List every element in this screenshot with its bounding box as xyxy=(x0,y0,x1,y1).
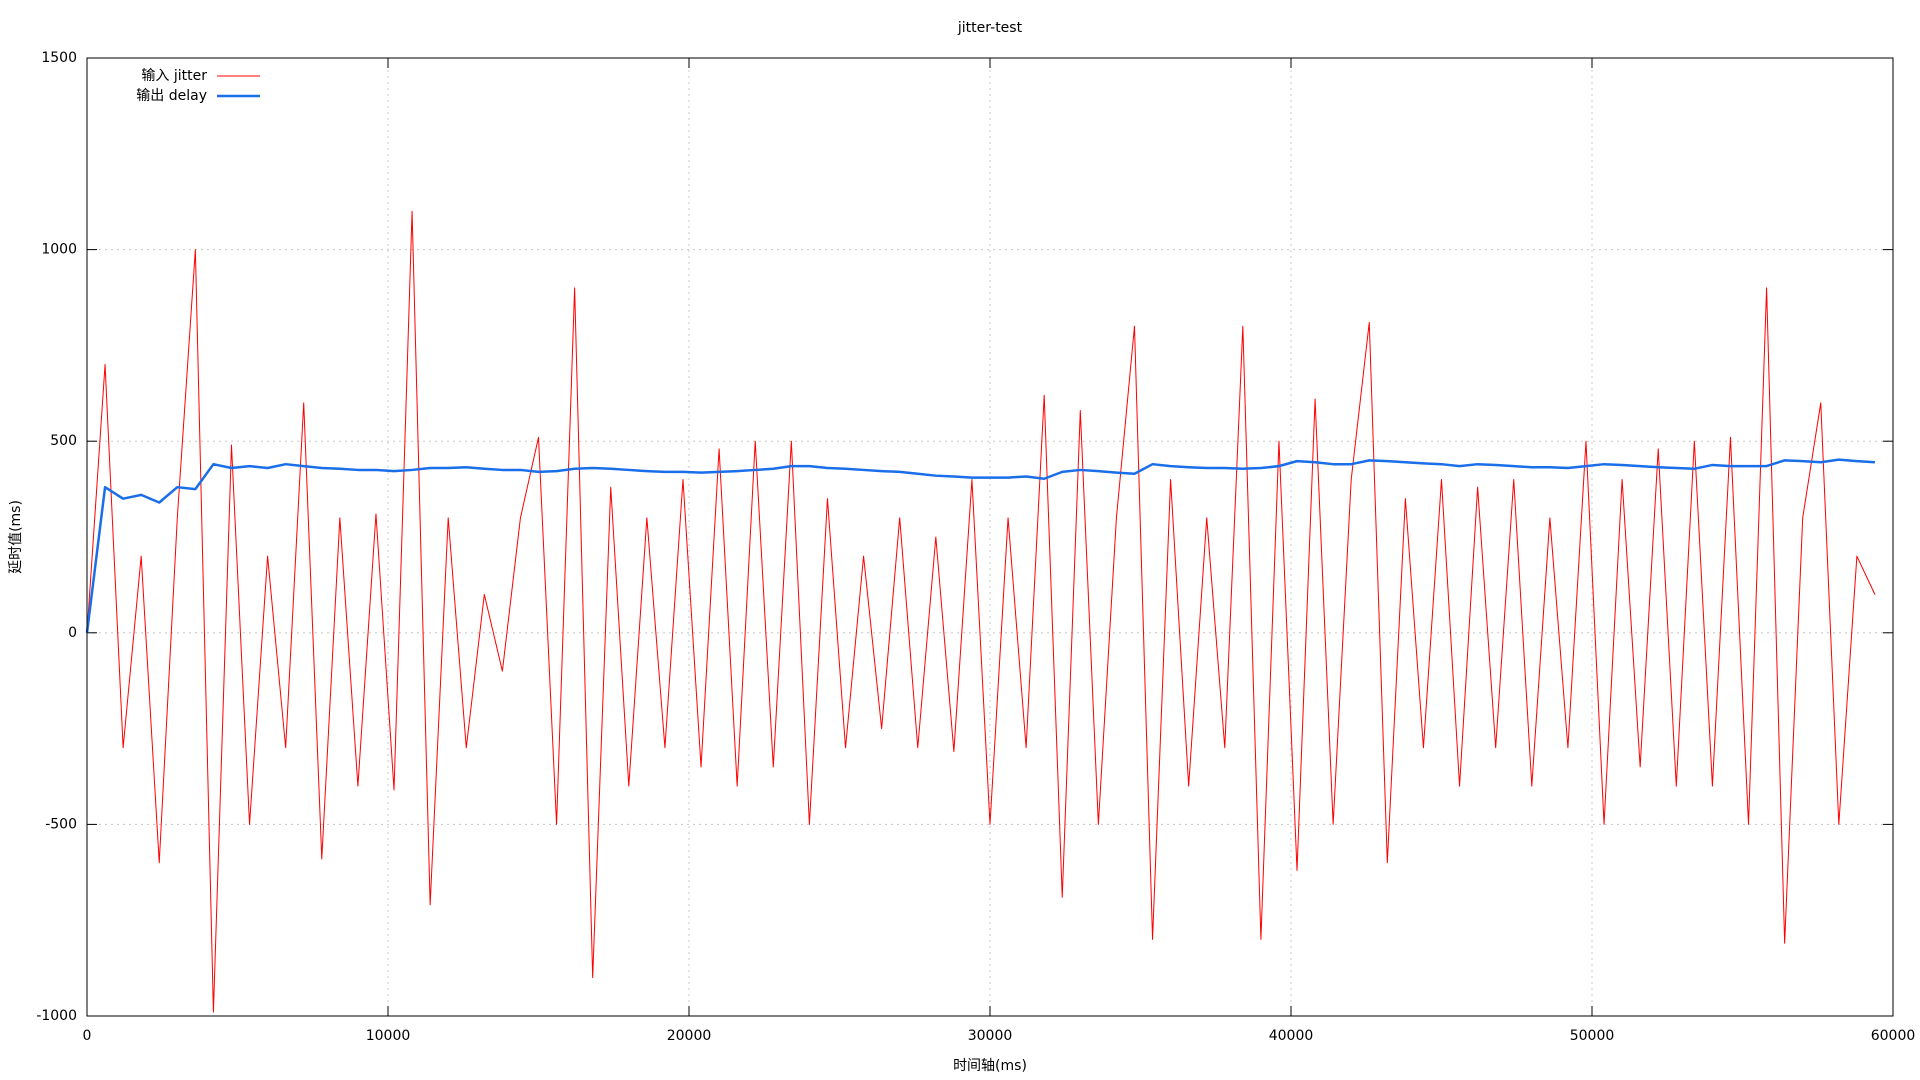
x-axis-label: 时间轴(ms) xyxy=(953,1058,1027,1074)
y-axis-label: 延时值(ms) xyxy=(8,500,24,574)
x-tick-label: 60000 xyxy=(1871,1028,1916,1044)
x-tick-label: 50000 xyxy=(1570,1028,1615,1044)
legend-label: 输出 delay xyxy=(136,88,207,104)
y-tick-label: 0 xyxy=(68,625,77,641)
x-tick-label: 20000 xyxy=(667,1028,712,1044)
legend-label: 输入 jitter xyxy=(141,68,207,84)
y-tick-label: -1000 xyxy=(36,1008,77,1024)
y-tick-label: 1000 xyxy=(41,242,77,258)
x-tick-label: 0 xyxy=(83,1028,92,1044)
y-tick-label: 1500 xyxy=(41,50,77,66)
data-line xyxy=(86,210,1876,1013)
x-tick-label: 10000 xyxy=(366,1028,411,1044)
x-tick-label: 30000 xyxy=(968,1028,1013,1044)
chart-title: jitter-test xyxy=(957,20,1023,36)
x-tick-label: 40000 xyxy=(1269,1028,1314,1044)
y-tick-label: 500 xyxy=(50,433,77,449)
data-line xyxy=(85,458,1876,633)
plot-border xyxy=(86,57,1894,1017)
y-tick-label: -500 xyxy=(45,816,77,832)
